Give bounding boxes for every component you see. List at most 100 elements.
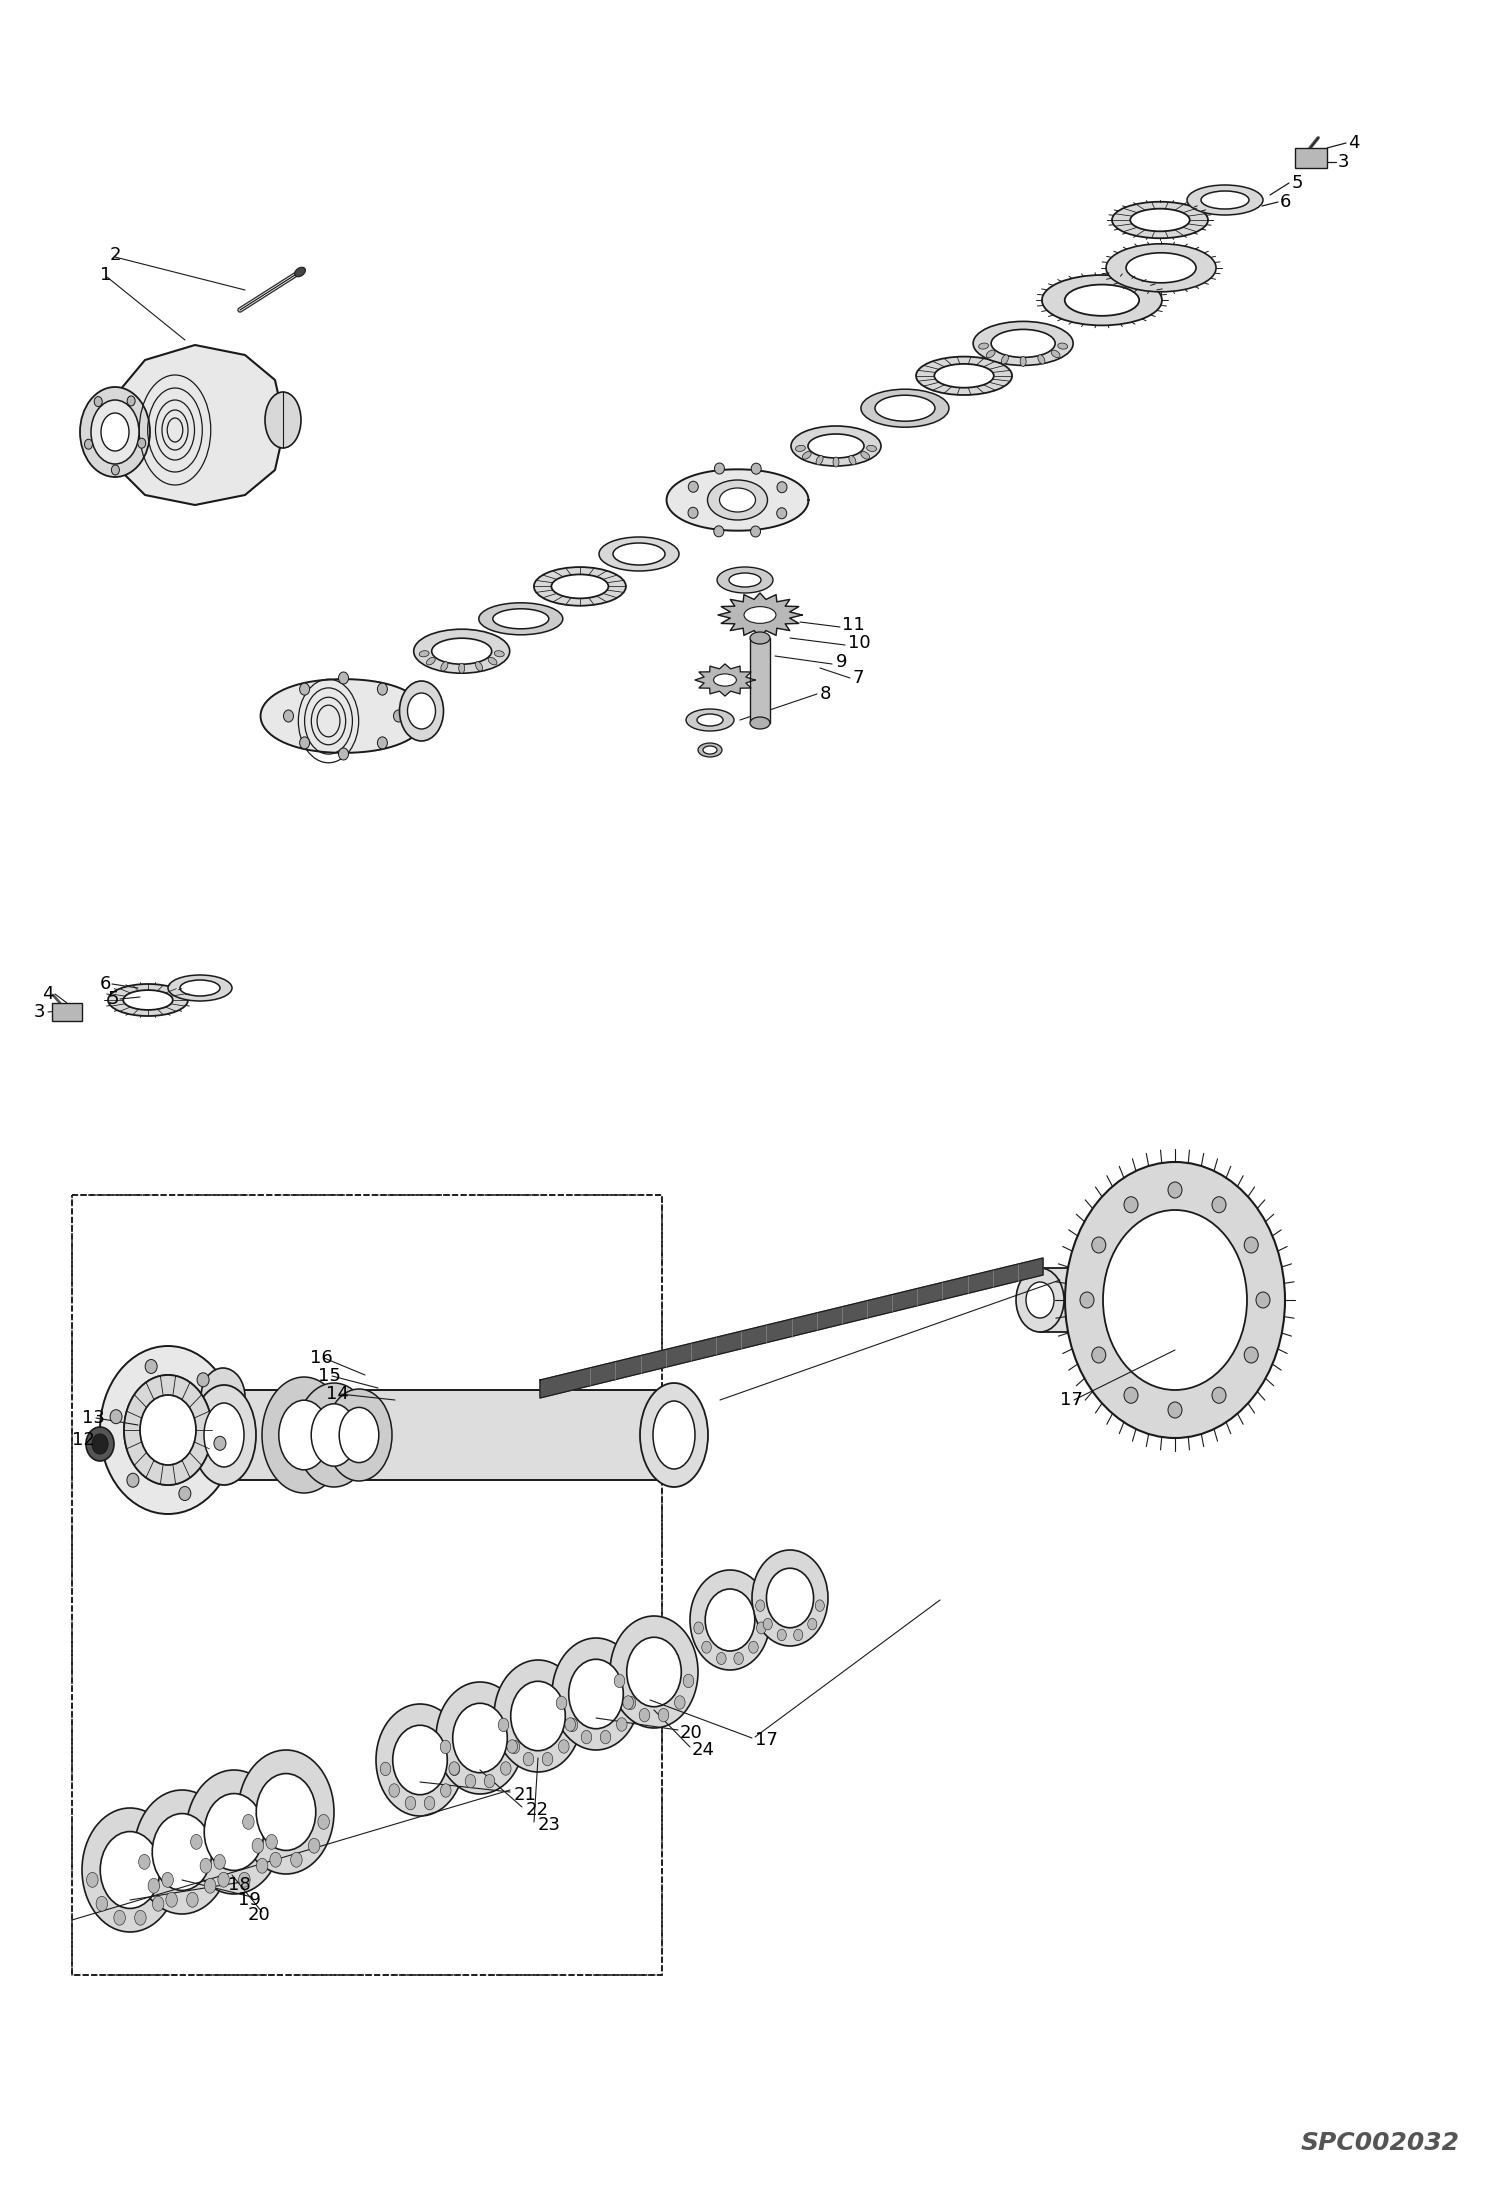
Ellipse shape — [523, 1753, 533, 1766]
Ellipse shape — [867, 445, 876, 452]
Ellipse shape — [803, 452, 812, 459]
Ellipse shape — [1126, 252, 1195, 283]
Ellipse shape — [716, 1652, 727, 1665]
Ellipse shape — [568, 1718, 578, 1731]
Ellipse shape — [569, 1659, 623, 1729]
Text: 14: 14 — [327, 1384, 349, 1402]
Ellipse shape — [777, 1630, 786, 1641]
Ellipse shape — [238, 1751, 334, 1874]
Ellipse shape — [127, 1472, 139, 1488]
Ellipse shape — [511, 1681, 565, 1751]
Ellipse shape — [339, 671, 349, 685]
Ellipse shape — [291, 1852, 303, 1867]
Ellipse shape — [599, 538, 679, 570]
Ellipse shape — [861, 388, 948, 428]
Ellipse shape — [581, 1731, 592, 1744]
Ellipse shape — [376, 1705, 464, 1817]
Text: 16: 16 — [310, 1349, 333, 1367]
Ellipse shape — [339, 748, 349, 759]
Ellipse shape — [380, 1762, 391, 1775]
Ellipse shape — [715, 527, 724, 538]
Ellipse shape — [283, 711, 294, 722]
Ellipse shape — [506, 1740, 517, 1753]
Ellipse shape — [1092, 1237, 1106, 1253]
Ellipse shape — [935, 364, 993, 388]
Ellipse shape — [153, 1814, 211, 1891]
Ellipse shape — [1124, 1387, 1138, 1404]
Ellipse shape — [389, 1784, 400, 1797]
Ellipse shape — [127, 395, 135, 406]
Ellipse shape — [133, 1790, 231, 1913]
Text: 7: 7 — [852, 669, 863, 687]
Ellipse shape — [279, 1400, 330, 1470]
Ellipse shape — [715, 463, 725, 474]
Ellipse shape — [394, 711, 403, 722]
Bar — [750, 638, 770, 724]
Ellipse shape — [300, 682, 310, 695]
Polygon shape — [695, 665, 755, 695]
Ellipse shape — [1001, 355, 1008, 364]
Text: 23: 23 — [538, 1817, 560, 1834]
Bar — [1294, 147, 1327, 169]
Ellipse shape — [256, 1858, 268, 1874]
Ellipse shape — [701, 1641, 712, 1654]
Bar — [168, 1376, 223, 1420]
Ellipse shape — [214, 1854, 225, 1869]
Text: 18: 18 — [228, 1876, 250, 1893]
Ellipse shape — [87, 1871, 99, 1887]
Ellipse shape — [111, 465, 120, 474]
Ellipse shape — [626, 1637, 682, 1707]
Ellipse shape — [204, 1878, 216, 1893]
Ellipse shape — [153, 1896, 163, 1911]
Ellipse shape — [703, 746, 718, 755]
Polygon shape — [261, 680, 427, 753]
Text: 2: 2 — [109, 246, 121, 263]
Ellipse shape — [180, 981, 220, 996]
Text: 20: 20 — [680, 1724, 703, 1742]
Ellipse shape — [440, 663, 448, 671]
Text: 20: 20 — [249, 1907, 271, 1924]
Ellipse shape — [178, 1488, 190, 1501]
Ellipse shape — [262, 1378, 346, 1492]
Ellipse shape — [400, 680, 443, 742]
Ellipse shape — [479, 603, 563, 634]
Text: 6: 6 — [100, 974, 111, 994]
Ellipse shape — [339, 1406, 379, 1463]
Ellipse shape — [613, 542, 665, 566]
Ellipse shape — [697, 713, 724, 726]
Ellipse shape — [252, 1839, 264, 1854]
Ellipse shape — [458, 663, 464, 674]
Text: 19: 19 — [238, 1891, 261, 1909]
Ellipse shape — [688, 507, 698, 518]
Ellipse shape — [745, 606, 776, 623]
Ellipse shape — [488, 658, 497, 665]
Ellipse shape — [614, 1674, 625, 1687]
Ellipse shape — [377, 737, 388, 748]
Ellipse shape — [265, 1834, 277, 1850]
Ellipse shape — [610, 1617, 698, 1729]
Ellipse shape — [1103, 1211, 1246, 1391]
Ellipse shape — [214, 1437, 226, 1450]
Ellipse shape — [849, 456, 855, 465]
Ellipse shape — [494, 652, 505, 656]
Ellipse shape — [413, 630, 509, 674]
Ellipse shape — [201, 1369, 246, 1426]
Ellipse shape — [377, 682, 388, 695]
Ellipse shape — [79, 386, 150, 476]
Ellipse shape — [807, 1619, 816, 1630]
Text: 3: 3 — [1338, 154, 1350, 171]
Ellipse shape — [312, 1404, 357, 1466]
Ellipse shape — [752, 1549, 828, 1646]
Ellipse shape — [1201, 191, 1249, 208]
Ellipse shape — [713, 674, 737, 687]
Ellipse shape — [776, 507, 786, 518]
Ellipse shape — [192, 1384, 256, 1485]
Ellipse shape — [750, 527, 761, 538]
Ellipse shape — [1168, 1402, 1182, 1417]
Ellipse shape — [1092, 1347, 1106, 1362]
Ellipse shape — [318, 1814, 330, 1830]
Ellipse shape — [707, 480, 767, 520]
Ellipse shape — [139, 1854, 150, 1869]
Ellipse shape — [424, 1797, 434, 1810]
Ellipse shape — [1106, 244, 1216, 292]
